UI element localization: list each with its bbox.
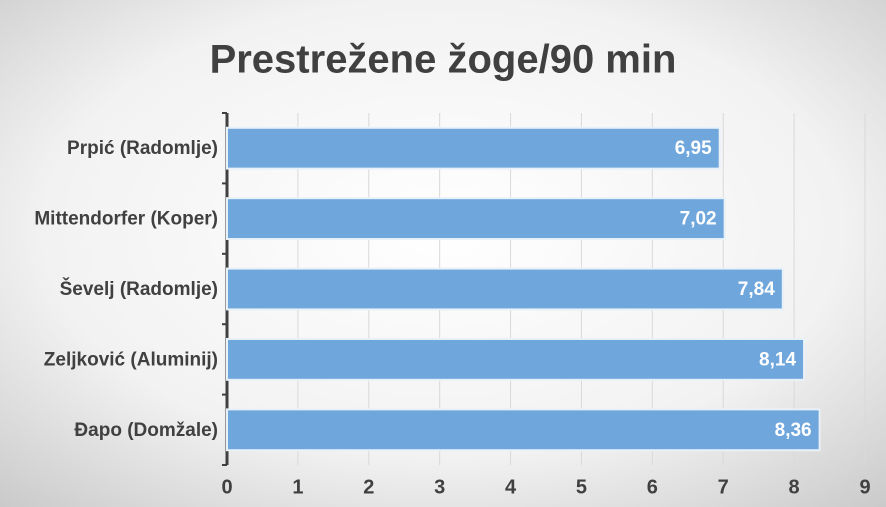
bar	[226, 267, 784, 311]
bar	[226, 197, 726, 241]
bar	[226, 337, 806, 381]
bar	[226, 408, 821, 452]
x-tick-label: 4	[505, 476, 517, 498]
chart-title: Prestrežene žoge/90 min	[210, 38, 677, 82]
y-tick-label: Zeljković (Aluminij)	[44, 349, 218, 370]
value-label: 8,14	[759, 349, 796, 370]
value-label: 7,84	[738, 279, 775, 300]
y-tick-label: Prpić (Radomlje)	[67, 138, 218, 159]
x-tick-label: 9	[859, 476, 870, 498]
x-tick-label: 5	[576, 476, 587, 498]
x-tick-label: 8	[789, 476, 800, 498]
x-tick-label: 2	[363, 476, 374, 498]
y-tick-label: Ševelj (Radomlje)	[60, 278, 218, 300]
x-tick-label: 7	[718, 476, 729, 498]
value-label: 6,95	[675, 138, 712, 159]
y-tick-label: Mittendorfer (Koper)	[34, 209, 218, 230]
bar	[226, 126, 721, 170]
x-tick-label: 6	[647, 476, 658, 498]
value-label: 7,02	[680, 209, 717, 230]
x-tick-label: 1	[292, 476, 303, 498]
y-tick-label: Đapo (Domžale)	[74, 420, 218, 441]
x-tick-label: 3	[434, 476, 445, 498]
value-label: 8,36	[775, 420, 812, 441]
x-tick-label: 0	[221, 476, 232, 498]
